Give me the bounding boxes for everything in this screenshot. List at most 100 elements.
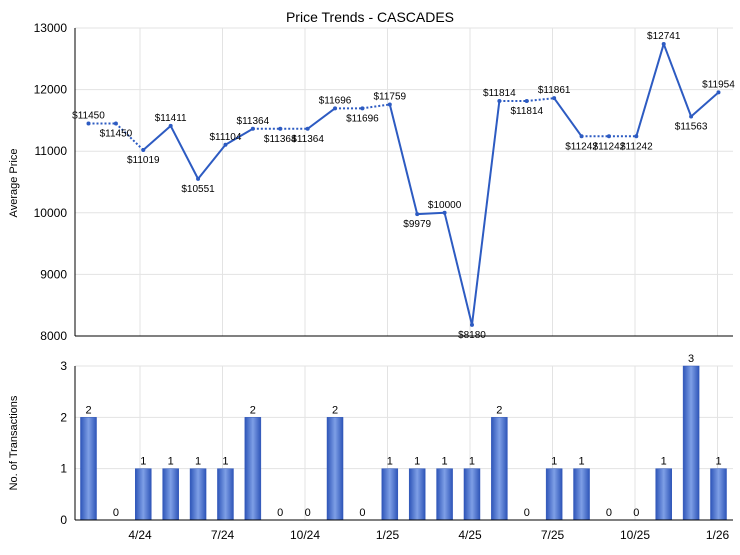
transactions-y-tick-label: 0 <box>60 513 67 527</box>
price-point <box>415 212 420 217</box>
price-point-label: $11104 <box>210 132 242 143</box>
price-y-ticks: 8000 9000 10000 11000 12000 13000 <box>34 21 68 343</box>
price-point-label: $11814 <box>510 106 543 117</box>
transaction-bar <box>655 468 672 521</box>
price-point-label: $8180 <box>458 330 486 341</box>
x-tick-label: 1/26 <box>706 528 730 542</box>
transactions-y-ticks: 0 1 2 3 <box>60 359 67 527</box>
price-point <box>278 126 283 131</box>
transaction-bar-label: 1 <box>195 456 201 468</box>
transactions-bar-labels: 2 0 1 1 1 1 2 0 0 2 0 1 1 1 1 2 0 1 1 0 0 1 3 1 <box>85 353 721 519</box>
transaction-bar <box>162 468 179 521</box>
price-point-label: $11450 <box>100 128 133 139</box>
transaction-bar <box>135 468 152 521</box>
transactions-y-tick-label: 3 <box>60 359 67 373</box>
price-point-label: $11364 <box>291 134 324 145</box>
x-tick-label: 7/25 <box>541 528 565 542</box>
transaction-bar-label: 2 <box>332 404 338 416</box>
transaction-bar <box>244 417 262 521</box>
transaction-bar <box>463 468 481 521</box>
price-y-tick-label: 13000 <box>34 21 68 35</box>
price-point <box>250 126 255 131</box>
price-point <box>497 99 502 104</box>
transaction-bar <box>80 417 97 521</box>
price-point-label: $11696 <box>319 95 352 106</box>
price-point <box>113 121 118 126</box>
price-point <box>223 142 228 147</box>
price-line-segment <box>470 100 501 326</box>
x-tick-label: 4/25 <box>458 528 482 542</box>
price-point <box>442 210 447 215</box>
price-data-labels: $11450 $11450 $11019 $11411 $10551 $11104 $113… <box>72 31 735 341</box>
price-point-label: $11563 <box>675 122 708 133</box>
price-line-segment <box>169 125 199 180</box>
transaction-bar-label: 2 <box>250 404 256 416</box>
price-line-segment <box>553 97 583 137</box>
price-y-axis-label: Average Price <box>8 149 20 218</box>
price-line-segment <box>635 43 665 137</box>
price-point-label: $10551 <box>181 184 215 195</box>
price-point <box>552 96 557 101</box>
price-point <box>716 90 721 95</box>
transaction-bar-label: 3 <box>688 353 694 365</box>
price-point <box>469 322 474 327</box>
transaction-bar-label: 0 <box>113 507 119 519</box>
price-point <box>333 106 338 111</box>
transaction-bar-label: 0 <box>277 507 283 519</box>
price-point-label: $11242 <box>565 141 598 152</box>
price-point <box>689 114 694 119</box>
price-point <box>524 99 529 104</box>
price-line-segment <box>662 43 693 117</box>
price-line-segment <box>388 104 419 215</box>
price-y-tick-label: 10000 <box>34 206 68 220</box>
price-point-label: $12741 <box>647 31 681 42</box>
transaction-bar-label: 1 <box>551 456 557 468</box>
price-point <box>86 121 91 126</box>
price-point <box>305 126 310 131</box>
transaction-bar-label: 1 <box>140 456 146 468</box>
price-point-label: $11411 <box>155 113 187 124</box>
price-line-segment <box>417 211 445 216</box>
price-point-label: $9979 <box>403 219 431 230</box>
transaction-bar-label: 2 <box>85 404 91 416</box>
transaction-bar <box>408 468 426 521</box>
transaction-bar-label: 1 <box>578 456 584 468</box>
price-y-tick-label: 11000 <box>35 144 68 158</box>
transaction-bar-label: 1 <box>387 456 393 468</box>
transaction-bar <box>436 468 453 521</box>
price-point-label: $10000 <box>428 200 462 211</box>
transaction-bar-label: 0 <box>633 507 639 519</box>
transaction-bar-label: 1 <box>222 456 228 468</box>
transaction-bar-label: 1 <box>414 456 420 468</box>
price-line-segment <box>142 125 172 151</box>
transaction-bar-label: 1 <box>715 456 721 468</box>
price-y-tick-label: 8000 <box>40 329 67 343</box>
transaction-bar-label: 1 <box>661 456 667 468</box>
transaction-bar <box>682 365 700 521</box>
transaction-bar-label: 0 <box>305 507 311 519</box>
price-point <box>141 148 146 153</box>
price-line-segment <box>224 127 254 146</box>
transaction-bar <box>573 468 590 521</box>
x-tick-label: 1/25 <box>376 528 400 542</box>
price-point <box>168 123 173 128</box>
transaction-bar <box>545 468 563 521</box>
x-tick-label: 10/24 <box>290 528 320 542</box>
x-tick-label: 10/25 <box>620 528 650 542</box>
transactions-y-tick-label: 2 <box>60 410 67 424</box>
price-point-label: $11814 <box>483 88 516 99</box>
x-tick-label: 4/24 <box>128 528 152 542</box>
transaction-bar-label: 1 <box>168 456 174 468</box>
price-point-label: $11759 <box>373 91 406 102</box>
price-line-segment <box>362 103 390 110</box>
transaction-bar <box>189 468 207 521</box>
transaction-bar-label: 0 <box>359 507 365 519</box>
price-line-segment <box>197 144 227 180</box>
price-point-label: $11861 <box>538 85 571 96</box>
transactions-y-tick-label: 1 <box>60 462 67 476</box>
price-point <box>606 134 611 139</box>
chart-axes <box>74 28 733 521</box>
price-point-label: $11364 <box>264 134 297 145</box>
